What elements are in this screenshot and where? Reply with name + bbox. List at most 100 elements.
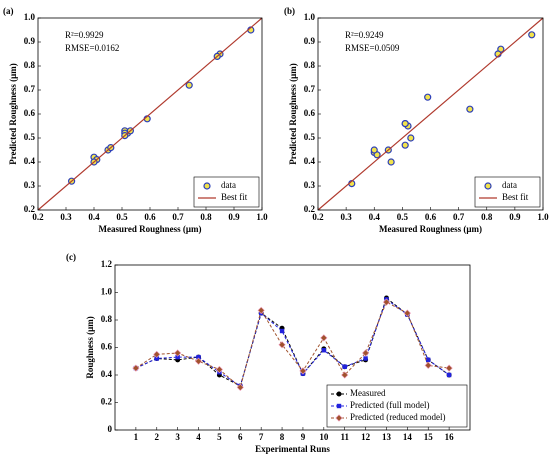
x-tick-label: 8 bbox=[280, 432, 285, 442]
annotation: RMSE=0.0509 bbox=[345, 43, 400, 53]
x-tick-label: 0.3 bbox=[341, 212, 353, 222]
y-axis-label: Predicted Roughness (μm) bbox=[288, 63, 298, 164]
y-tick-label: 0.2 bbox=[101, 397, 113, 407]
x-tick-label: 0.3 bbox=[60, 212, 72, 222]
data-point bbox=[407, 134, 415, 142]
marker bbox=[194, 357, 203, 365]
marker bbox=[153, 350, 161, 358]
x-tick-label: 0.5 bbox=[397, 212, 409, 222]
x-tick-label: 0.2 bbox=[32, 212, 44, 222]
x-tick-label: 6 bbox=[238, 432, 243, 442]
x-tick-label: 13 bbox=[382, 432, 392, 442]
x-tick-label: 0.5 bbox=[116, 212, 128, 222]
x-tick-label: 12 bbox=[361, 432, 371, 442]
marker bbox=[335, 414, 343, 422]
y-tick-label: 0.3 bbox=[24, 180, 36, 190]
data-point bbox=[424, 93, 432, 101]
x-tick-label: 3 bbox=[175, 432, 180, 442]
x-tick-label: 0.9 bbox=[509, 212, 521, 222]
marker bbox=[403, 309, 411, 317]
series-line bbox=[135, 297, 450, 387]
x-tick-label: 0.6 bbox=[425, 212, 437, 222]
x-tick-label: 0.4 bbox=[369, 212, 381, 222]
x-tick-label: 0.9 bbox=[228, 212, 240, 222]
y-tick-label: 1.2 bbox=[101, 259, 113, 269]
marker bbox=[321, 348, 327, 353]
y-tick-label: 0.9 bbox=[304, 36, 316, 46]
legend-box bbox=[326, 384, 468, 428]
y-tick-label: 0.8 bbox=[24, 60, 36, 70]
y-tick-label: 1.0 bbox=[304, 12, 316, 22]
data-point bbox=[528, 31, 536, 39]
x-tick-label: 0.7 bbox=[453, 212, 465, 222]
data-point bbox=[466, 105, 474, 113]
x-tick-label: 1.0 bbox=[537, 212, 549, 222]
marker bbox=[336, 403, 342, 409]
data-point bbox=[370, 146, 378, 154]
legend-label: Best fit bbox=[502, 192, 529, 202]
legend-label: data bbox=[221, 180, 236, 190]
x-tick-label: 1.0 bbox=[256, 212, 268, 222]
y-tick-label: 0.4 bbox=[101, 369, 113, 379]
marker bbox=[342, 364, 347, 369]
data-point bbox=[401, 141, 409, 149]
data-point bbox=[185, 81, 193, 89]
x-tick-label: 7 bbox=[259, 432, 264, 442]
y-tick-label: 0.6 bbox=[101, 342, 113, 352]
marker bbox=[446, 372, 452, 378]
x-tick-label: 2 bbox=[155, 432, 160, 442]
legend-label: Measured bbox=[350, 388, 386, 398]
panel-label: (b) bbox=[284, 6, 295, 16]
marker bbox=[320, 334, 328, 342]
marker bbox=[382, 298, 391, 306]
series-line bbox=[135, 298, 450, 387]
y-tick-label: 0.2 bbox=[304, 204, 316, 214]
marker bbox=[257, 306, 265, 314]
axes-frame bbox=[317, 17, 544, 211]
marker bbox=[279, 328, 285, 334]
axes-frame bbox=[37, 17, 263, 211]
x-tick-label: 5 bbox=[217, 432, 222, 442]
legend-box bbox=[474, 176, 541, 208]
marker bbox=[426, 357, 431, 363]
y-tick-label: 1.0 bbox=[101, 287, 113, 297]
x-tick-label: 0.8 bbox=[200, 212, 212, 222]
x-tick-label: 4 bbox=[196, 432, 201, 442]
marker bbox=[236, 383, 244, 391]
y-tick-label: 0.3 bbox=[304, 180, 316, 190]
marker bbox=[154, 356, 159, 361]
x-tick-label: 0.6 bbox=[144, 212, 156, 222]
legend-marker bbox=[484, 182, 492, 190]
best-fit-line bbox=[317, 17, 544, 211]
x-axis-label: Experimental Runs bbox=[255, 444, 330, 454]
series-line bbox=[135, 301, 450, 389]
y-tick-label: 0.2 bbox=[24, 204, 36, 214]
x-tick-label: 14 bbox=[403, 432, 413, 442]
marker bbox=[361, 349, 370, 357]
y-tick-label: 0 bbox=[108, 424, 113, 434]
legend-marker bbox=[203, 182, 211, 190]
y-axis-label: Predicted Roughness (μm) bbox=[8, 63, 18, 164]
x-tick-label: 0.7 bbox=[172, 212, 184, 222]
x-axis-label: Measured Roughness (μm) bbox=[99, 224, 202, 234]
x-tick-label: 0.4 bbox=[88, 212, 100, 222]
y-tick-label: 0.4 bbox=[304, 156, 316, 166]
x-tick-label: 0.2 bbox=[312, 212, 324, 222]
data-point bbox=[401, 119, 409, 128]
marker bbox=[363, 356, 368, 361]
y-tick-label: 1.0 bbox=[24, 12, 36, 22]
marker bbox=[424, 361, 432, 369]
x-tick-label: 16 bbox=[445, 432, 455, 442]
y-tick-label: 0.8 bbox=[101, 314, 113, 324]
marker bbox=[215, 365, 224, 374]
marker bbox=[174, 349, 182, 357]
marker bbox=[445, 364, 453, 372]
x-axis-label: Measured Roughness (μm) bbox=[379, 224, 482, 234]
legend-label: Predicted (full model) bbox=[350, 400, 429, 410]
best-fit-line bbox=[37, 17, 263, 211]
y-tick-label: 0.8 bbox=[304, 60, 316, 70]
x-tick-label: 10 bbox=[319, 432, 329, 442]
y-axis-label: Roughness (μm) bbox=[85, 316, 95, 378]
y-tick-label: 0.6 bbox=[304, 108, 316, 118]
